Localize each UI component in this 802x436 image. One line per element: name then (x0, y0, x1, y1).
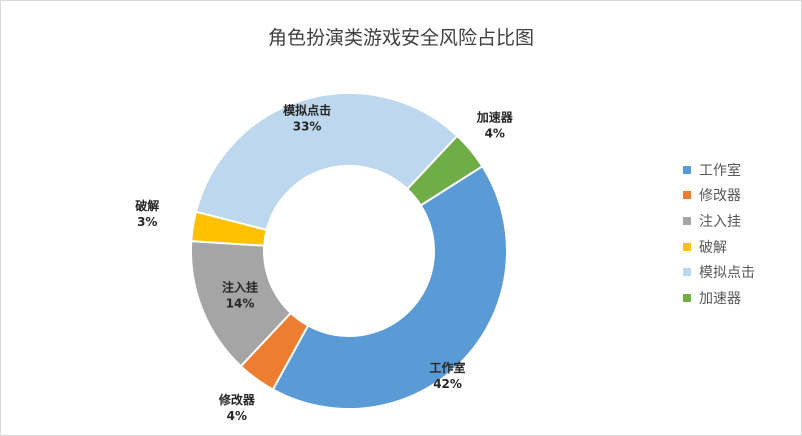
slice-label-name: 破解 (135, 198, 159, 213)
slice-label-percent: 14% (226, 297, 255, 311)
slice-label-percent: 42% (433, 377, 462, 391)
slices-group (190, 92, 508, 410)
chart-title: 角色扮演类游戏安全风险占比图 (267, 27, 534, 49)
legend-swatch (683, 165, 691, 174)
legend-item: 加速器 (683, 285, 755, 311)
slice-label-percent: 4% (227, 409, 247, 423)
slice-label-name: 模拟点击 (283, 102, 331, 117)
legend-swatch (683, 216, 691, 225)
slice-label-name: 修改器 (218, 392, 256, 407)
legend-item: 修改器 (683, 183, 755, 209)
legend-swatch (683, 293, 691, 302)
legend-label: 注入挂 (699, 213, 741, 230)
slice-label-name: 加速器 (476, 110, 514, 125)
legend-label: 修改器 (699, 188, 741, 205)
legend-swatch (683, 242, 691, 251)
legend-label: 工作室 (699, 162, 741, 179)
legend-label: 破解 (699, 239, 727, 256)
chart-legend: 工作室修改器注入挂破解模拟点击加速器 (683, 157, 755, 311)
slice-label-percent: 3% (137, 215, 157, 229)
legend-swatch (683, 191, 691, 200)
slice-label-name: 工作室 (430, 360, 466, 375)
slice-模拟点击 (194, 92, 459, 232)
legend-swatch (683, 268, 691, 277)
legend-label: 加速器 (699, 290, 741, 307)
slice-label-name: 注入挂 (222, 280, 258, 295)
labels-group: 加速器 4% 工作室 42% 修改器 4% 注入挂 14% 破解 3% 模拟点击 33% (135, 102, 514, 423)
slice-label-percent: 4% (485, 127, 505, 141)
legend-item: 破解 (683, 234, 755, 260)
slice-label-percent: 33% (293, 119, 322, 133)
legend-item: 注入挂 (683, 208, 755, 234)
legend-item: 模拟点击 (683, 259, 755, 285)
legend-label: 模拟点击 (699, 265, 755, 282)
slice-工作室 (271, 164, 508, 410)
legend-item: 工作室 (683, 157, 755, 183)
